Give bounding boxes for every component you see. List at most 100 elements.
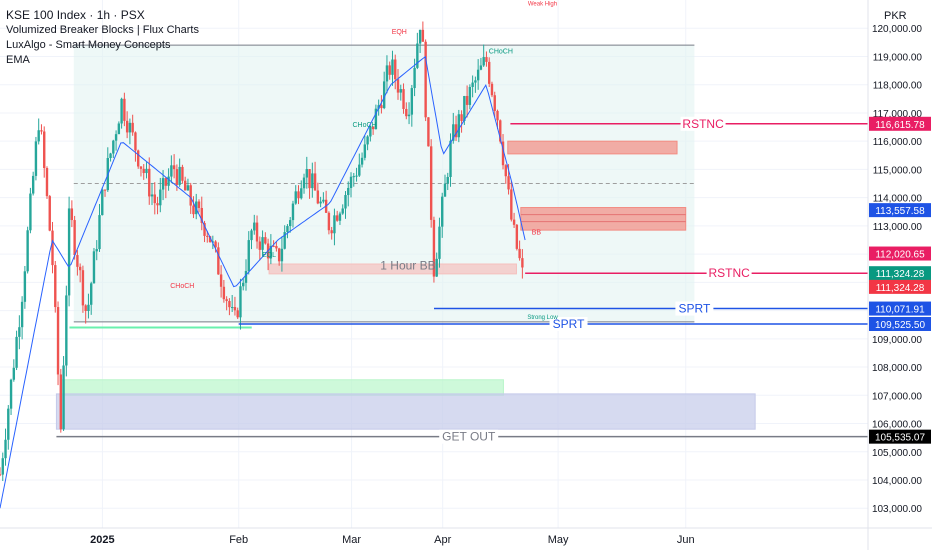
chart-legend: KSE 100 Index · 1h · PSX Volumized Break…	[6, 8, 199, 68]
candle-body	[272, 245, 275, 247]
candle-body	[51, 230, 54, 266]
candle-body	[81, 270, 85, 306]
candle-body	[311, 173, 314, 189]
candle-body	[327, 212, 331, 231]
candle-body	[316, 190, 320, 204]
candle-body	[341, 208, 344, 214]
candle-body	[98, 215, 101, 250]
price-tag-1	[869, 203, 931, 218]
candle-body	[164, 178, 168, 186]
candle-body	[62, 365, 65, 430]
candle-body	[485, 57, 488, 62]
candle-body	[150, 194, 154, 197]
candle-body	[250, 230, 253, 241]
candle-body	[134, 132, 137, 151]
sprt-2-label: SPRT	[553, 317, 585, 331]
candle-body	[438, 226, 441, 259]
candle-body	[142, 168, 145, 174]
candle-body	[37, 130, 40, 142]
y-tick-label: 114,000.00	[873, 194, 923, 205]
annotation-1: EQH	[392, 29, 407, 36]
price-tag-5	[869, 301, 931, 316]
red-block-2-zone	[520, 207, 687, 231]
indicator-ema[interactable]: EMA	[6, 54, 30, 66]
candle-body	[322, 199, 325, 202]
candle-body	[286, 226, 289, 233]
candle-body	[189, 185, 192, 206]
candle-body	[349, 176, 353, 188]
candle-body	[474, 80, 477, 83]
price-tag-3	[869, 266, 931, 281]
candle-body	[239, 286, 242, 318]
candle-body	[247, 240, 250, 271]
candle-body	[333, 215, 336, 234]
candle-body	[48, 196, 51, 231]
x-tick-label: May	[548, 534, 569, 546]
candle-body	[219, 274, 223, 287]
candle-body	[468, 86, 472, 105]
candle-body	[391, 59, 394, 75]
candle-body	[90, 283, 93, 305]
candle-body	[394, 59, 397, 80]
candle-body	[7, 408, 10, 440]
candle-body	[214, 241, 217, 248]
candle-body	[0, 474, 2, 476]
y-tick-label: 107,000.00	[872, 391, 922, 402]
candle-body	[70, 208, 74, 221]
candle-body	[87, 304, 90, 311]
candle-body	[233, 307, 237, 311]
candle-body	[441, 196, 444, 227]
candle-body	[418, 29, 422, 44]
indicator-breaker-blocks[interactable]: Volumized Breaker Blocks | Flux Charts	[6, 24, 199, 36]
candle-body	[78, 266, 82, 271]
y-tick-label: 120,000.00	[872, 24, 922, 35]
candle-body	[366, 136, 369, 145]
candle-body	[512, 219, 516, 225]
candle-body	[9, 379, 13, 409]
annotation-3: CHoCH	[352, 122, 376, 129]
price-tag-label-6: 109,525.50	[875, 320, 925, 331]
candle-body	[192, 205, 195, 215]
price-tag-label-7: 105,535.07	[875, 433, 925, 444]
candle-body	[208, 236, 212, 243]
annotation-5: 1 Hour BB	[380, 259, 435, 273]
x-tick-label: Feb	[229, 534, 248, 546]
candle-body	[416, 43, 419, 68]
candle-body	[452, 124, 455, 141]
candle-body	[153, 194, 156, 204]
annotation-8: EQL	[262, 252, 276, 259]
candle-body	[330, 230, 333, 234]
candle-body	[405, 108, 408, 117]
candle-body	[371, 126, 375, 130]
candle-body	[167, 176, 170, 186]
candle-body	[421, 29, 425, 42]
candle-body	[305, 169, 308, 178]
candle-body	[275, 246, 278, 249]
candle-body	[454, 124, 458, 138]
candle-body	[435, 258, 438, 277]
candle-body	[504, 165, 507, 177]
candle-body	[170, 165, 173, 177]
indicator-smc[interactable]: LuxAlgo - Smart Money Concepts	[6, 39, 171, 51]
candle-body	[20, 301, 24, 328]
candle-body	[482, 57, 485, 66]
candle-body	[465, 95, 469, 105]
candle-body	[369, 126, 372, 137]
candle-body	[499, 120, 502, 142]
candle-body	[283, 232, 286, 249]
candle-body	[45, 168, 49, 197]
price-tag-0	[869, 116, 931, 131]
candle-body	[471, 82, 474, 87]
candle-body	[488, 61, 491, 84]
candle-body	[521, 258, 524, 268]
price-tag-label-4: 111,324.28	[876, 283, 925, 294]
sprt-1-label: SPRT	[679, 302, 711, 316]
candle-body	[230, 307, 234, 309]
price-tag-label-5: 110,071.91	[875, 305, 925, 316]
candle-body	[490, 83, 494, 96]
symbol-title[interactable]: KSE 100 Index · 1h · PSX	[6, 8, 145, 22]
candle-body	[23, 271, 27, 302]
candle-body	[236, 310, 239, 318]
